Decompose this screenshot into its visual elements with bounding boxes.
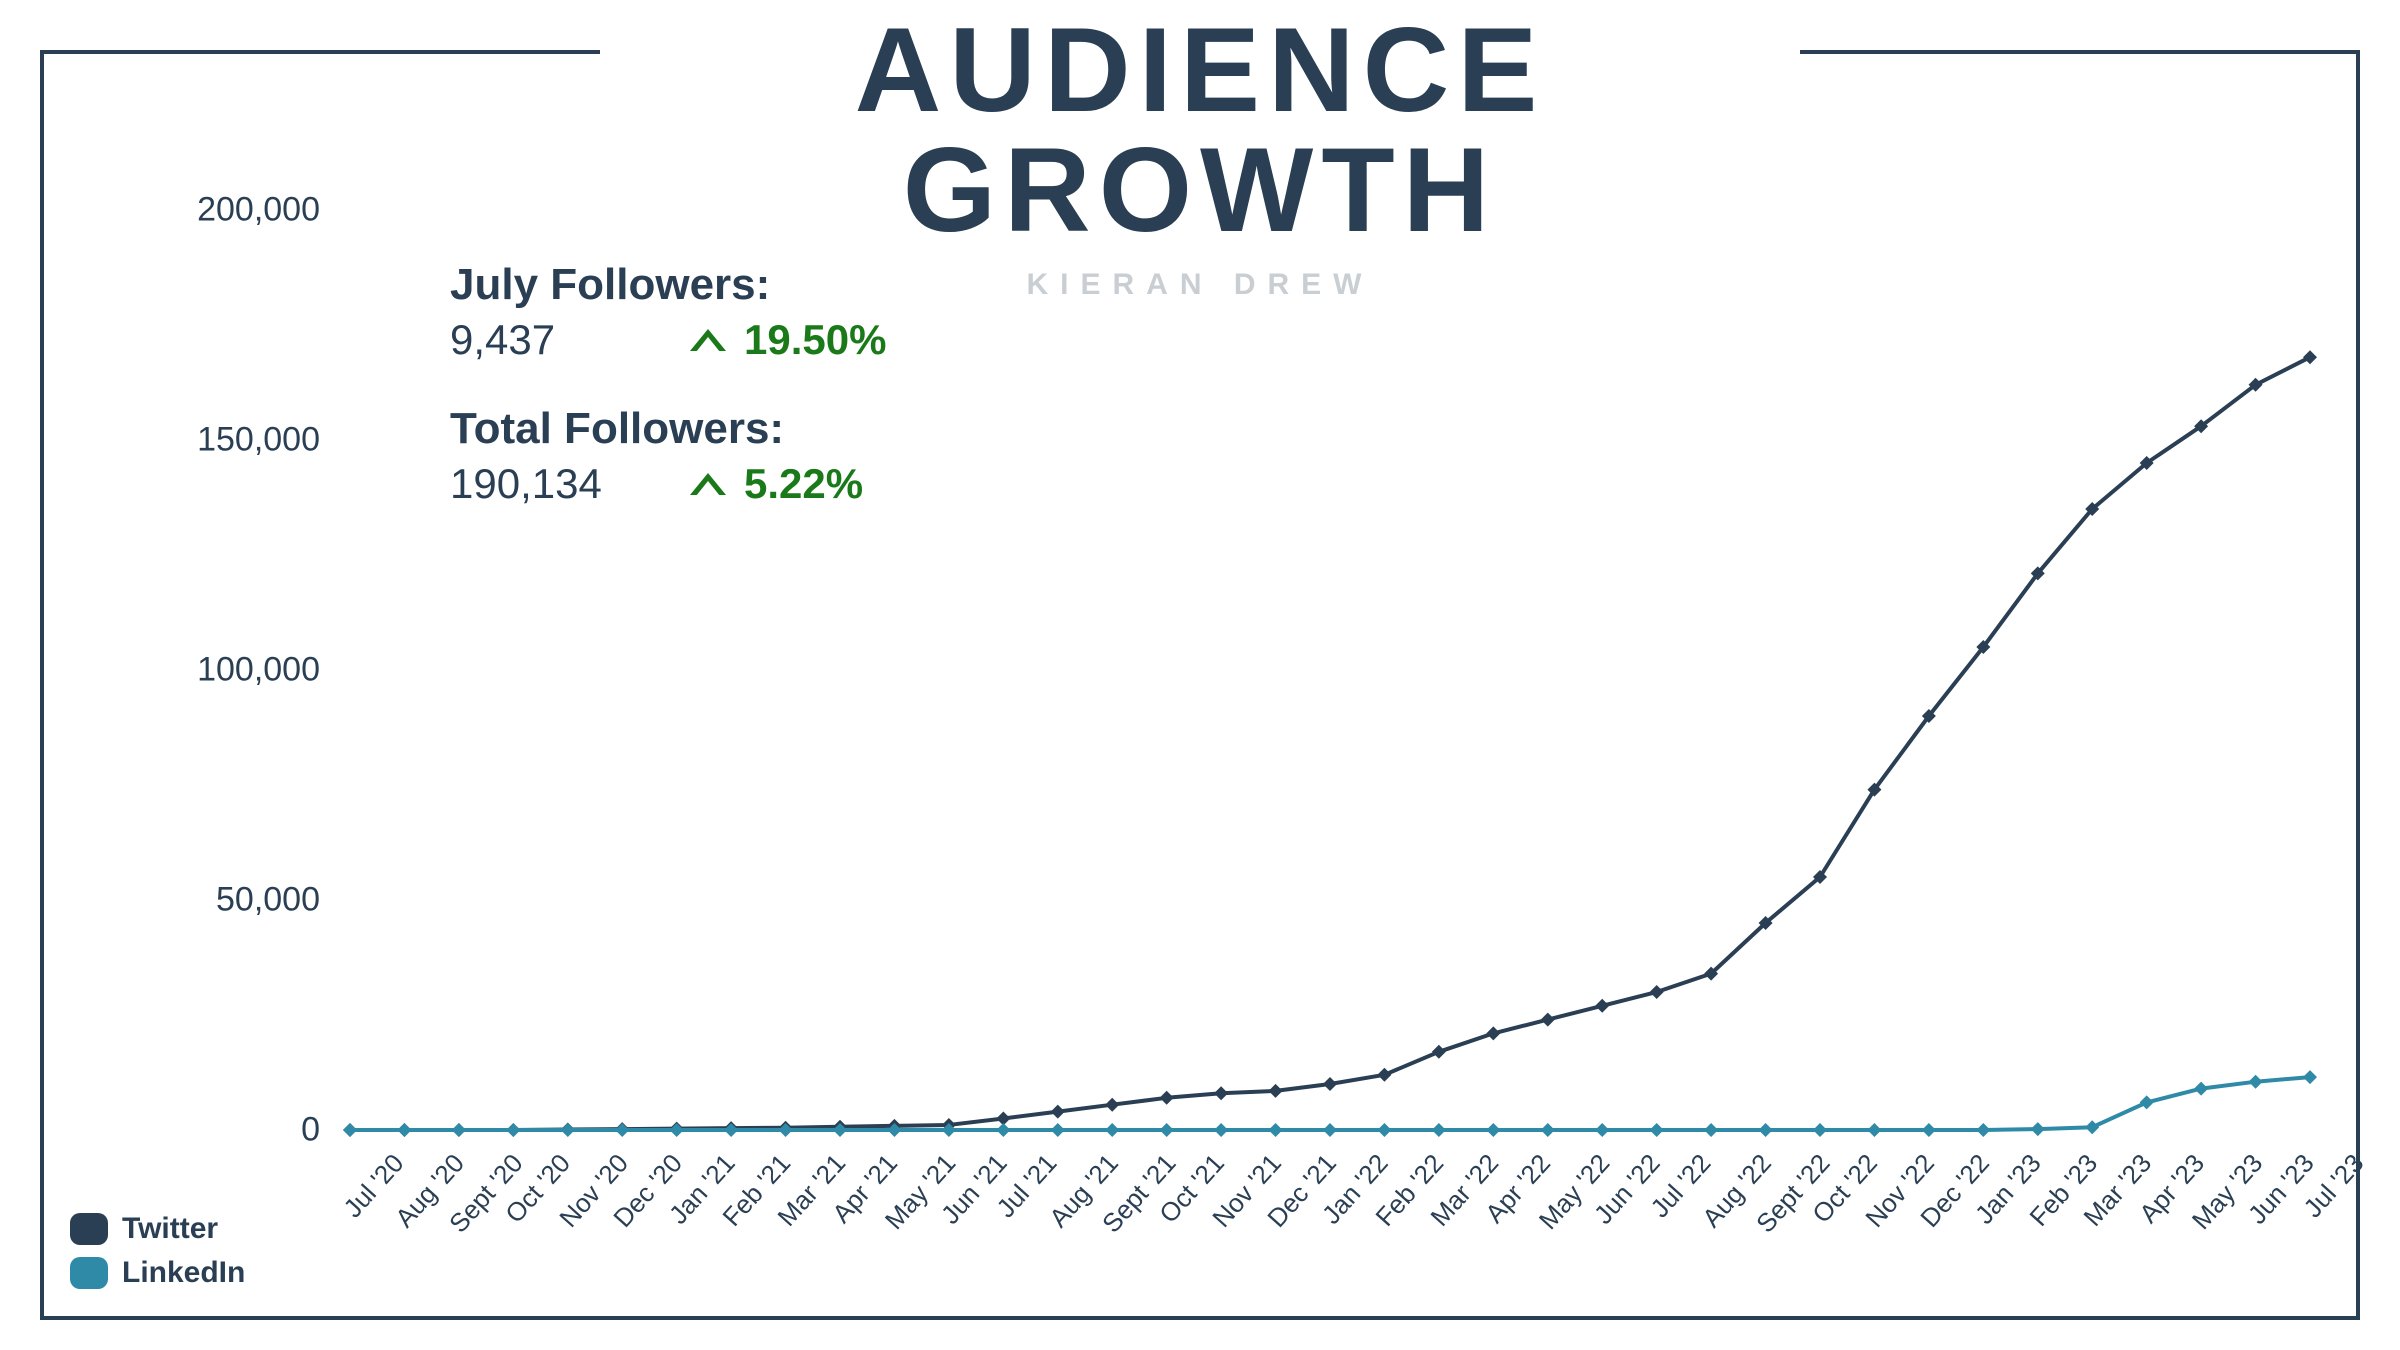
series-marker <box>1160 1123 1174 1137</box>
series-marker <box>1813 1123 1827 1137</box>
series-marker <box>1486 1123 1500 1137</box>
stat-month-label: July Followers: <box>450 260 886 310</box>
series-marker <box>996 1123 1010 1137</box>
stat-month-change: 19.50% <box>690 316 886 364</box>
series-marker <box>1160 1091 1174 1105</box>
caret-up-icon <box>690 473 726 495</box>
series-marker <box>1269 1084 1283 1098</box>
series-marker <box>1323 1077 1337 1091</box>
series-marker <box>506 1123 520 1137</box>
legend-swatch <box>70 1257 108 1289</box>
legend-label: Twitter <box>122 1212 218 1246</box>
stat-month-value: 9,437 <box>450 316 630 364</box>
stat-total-pct: 5.22% <box>744 460 863 508</box>
series-marker <box>1486 1026 1500 1040</box>
caret-up-icon <box>690 329 726 351</box>
series-marker <box>1541 1013 1555 1027</box>
series-marker <box>1650 985 1664 999</box>
legend-label: LinkedIn <box>122 1256 245 1290</box>
series-marker <box>2140 1095 2154 1109</box>
y-tick-label: 150,000 <box>197 421 320 460</box>
series-marker <box>1541 1123 1555 1137</box>
series-marker <box>1269 1123 1283 1137</box>
series-marker <box>1650 1123 1664 1137</box>
series-marker <box>1432 1123 1446 1137</box>
series-marker <box>2194 1082 2208 1096</box>
series-marker <box>2303 1070 2317 1084</box>
series-marker <box>2249 1075 2263 1089</box>
series-marker <box>1377 1068 1391 1082</box>
series-marker <box>1214 1123 1228 1137</box>
series-marker <box>1105 1098 1119 1112</box>
series-marker <box>1377 1123 1391 1137</box>
legend-item-linkedin: LinkedIn <box>70 1256 245 1290</box>
series-marker <box>2303 350 2317 364</box>
series-marker <box>1214 1086 1228 1100</box>
stat-month: July Followers: 9,437 19.50% <box>450 260 886 364</box>
series-marker <box>397 1123 411 1137</box>
y-tick-label: 100,000 <box>197 651 320 690</box>
series-marker <box>1759 1123 1773 1137</box>
series-marker <box>1432 1045 1446 1059</box>
series-marker <box>561 1123 575 1137</box>
legend: Twitter LinkedIn <box>70 1212 245 1300</box>
legend-swatch <box>70 1213 108 1245</box>
series-marker <box>1105 1123 1119 1137</box>
series-marker <box>779 1123 793 1137</box>
y-tick-label: 200,000 <box>197 191 320 230</box>
series-marker <box>1867 1123 1881 1137</box>
legend-item-twitter: Twitter <box>70 1212 245 1246</box>
title-block: AUDIENCE GROWTH KIERAN DREW <box>600 10 1800 302</box>
stat-total: Total Followers: 190,134 5.22% <box>450 404 886 508</box>
series-marker <box>670 1123 684 1137</box>
series-marker <box>615 1123 629 1137</box>
series-marker <box>343 1123 357 1137</box>
page-title: AUDIENCE GROWTH <box>640 10 1760 250</box>
stat-total-change: 5.22% <box>690 460 863 508</box>
series-marker <box>724 1123 738 1137</box>
stat-total-value: 190,134 <box>450 460 630 508</box>
y-tick-label: 0 <box>301 1111 320 1150</box>
y-tick-label: 50,000 <box>216 881 320 920</box>
series-marker <box>2085 1120 2099 1134</box>
series-marker <box>1595 999 1609 1013</box>
series-marker <box>1922 1123 1936 1137</box>
series-marker <box>1976 1123 1990 1137</box>
series-marker <box>452 1123 466 1137</box>
stat-month-pct: 19.50% <box>744 316 886 364</box>
stats-panel: July Followers: 9,437 19.50% Total Follo… <box>450 260 886 548</box>
series-marker <box>1704 1123 1718 1137</box>
series-marker <box>1051 1105 1065 1119</box>
stat-total-label: Total Followers: <box>450 404 886 454</box>
series-marker <box>1595 1123 1609 1137</box>
series-marker <box>1323 1123 1337 1137</box>
series-marker <box>2031 1122 2045 1136</box>
series-marker <box>1051 1123 1065 1137</box>
